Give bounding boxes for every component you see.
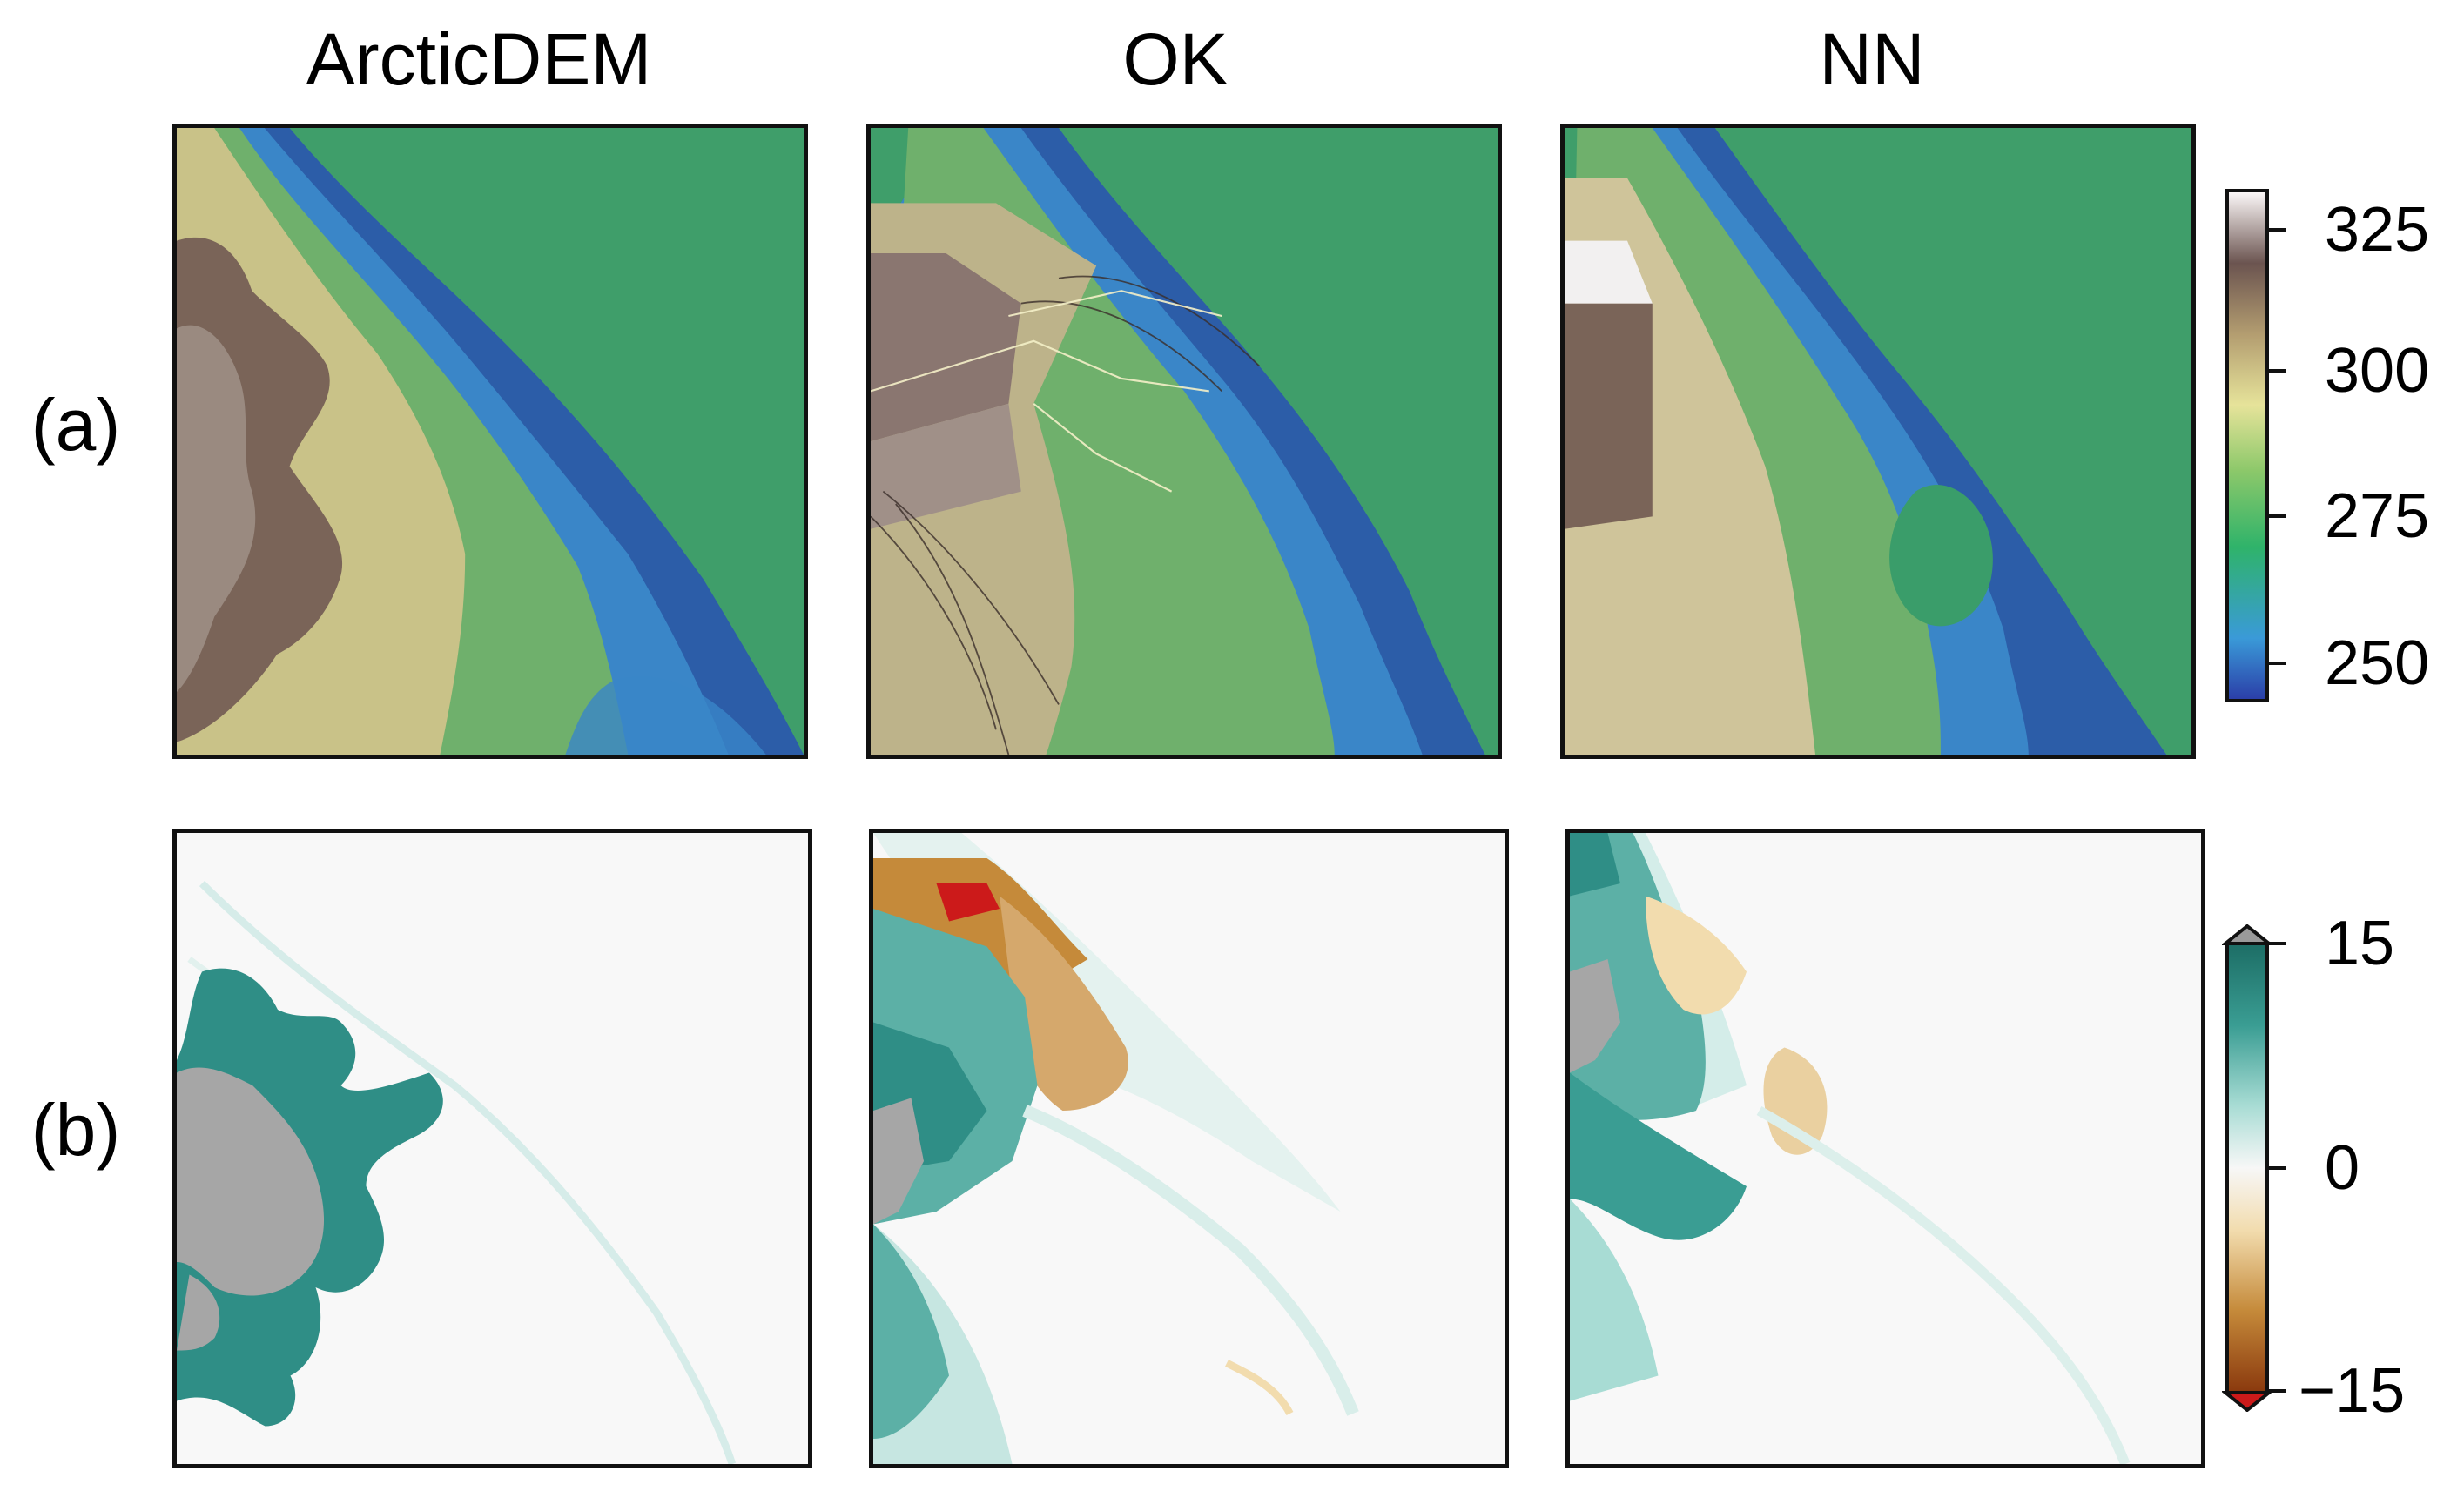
difference-tick-15 — [2269, 942, 2286, 945]
column-title-nn: NN — [1819, 18, 1925, 100]
elevation-map-ok — [871, 128, 1498, 755]
elevation-tick-label-300: 300 — [2325, 336, 2430, 406]
panel-a-arcticdem — [172, 124, 808, 759]
panel-b-arcticdem — [172, 829, 812, 1468]
elevation-tick-label-325: 325 — [2325, 195, 2430, 265]
difference-tick-minus15 — [2269, 1389, 2286, 1393]
elevation-map-nn — [1565, 128, 2191, 755]
panel-a-nn — [1560, 124, 2196, 759]
elevation-colorbar — [2225, 189, 2269, 702]
row-label-b: (b) — [30, 1089, 121, 1171]
panel-b-ok — [869, 829, 1509, 1468]
elevation-tick-325 — [2269, 228, 2286, 232]
difference-map-ok — [873, 833, 1505, 1464]
difference-tick-0 — [2269, 1166, 2286, 1170]
elevation-tick-250 — [2269, 662, 2286, 665]
difference-colorbar — [2225, 942, 2269, 1394]
elevation-tick-300 — [2269, 369, 2286, 373]
difference-tick-label-15: 15 — [2325, 909, 2395, 978]
elevation-tick-275 — [2269, 514, 2286, 518]
difference-tick-label-0: 0 — [2325, 1133, 2360, 1203]
panel-b-nn — [1565, 829, 2205, 1468]
difference-tick-label-minus15: −15 — [2299, 1356, 2406, 1426]
elevation-tick-label-275: 275 — [2325, 481, 2430, 551]
row-label-a: (a) — [30, 384, 121, 466]
column-title-ok: OK — [1122, 18, 1229, 100]
panel-a-ok — [866, 124, 1502, 759]
difference-map-arcticdem — [177, 833, 808, 1464]
difference-map-nn — [1570, 833, 2201, 1464]
elevation-map-arcticdem — [177, 128, 804, 755]
column-title-arcticdem: ArcticDEM — [306, 18, 652, 100]
elevation-tick-label-250: 250 — [2325, 628, 2430, 698]
